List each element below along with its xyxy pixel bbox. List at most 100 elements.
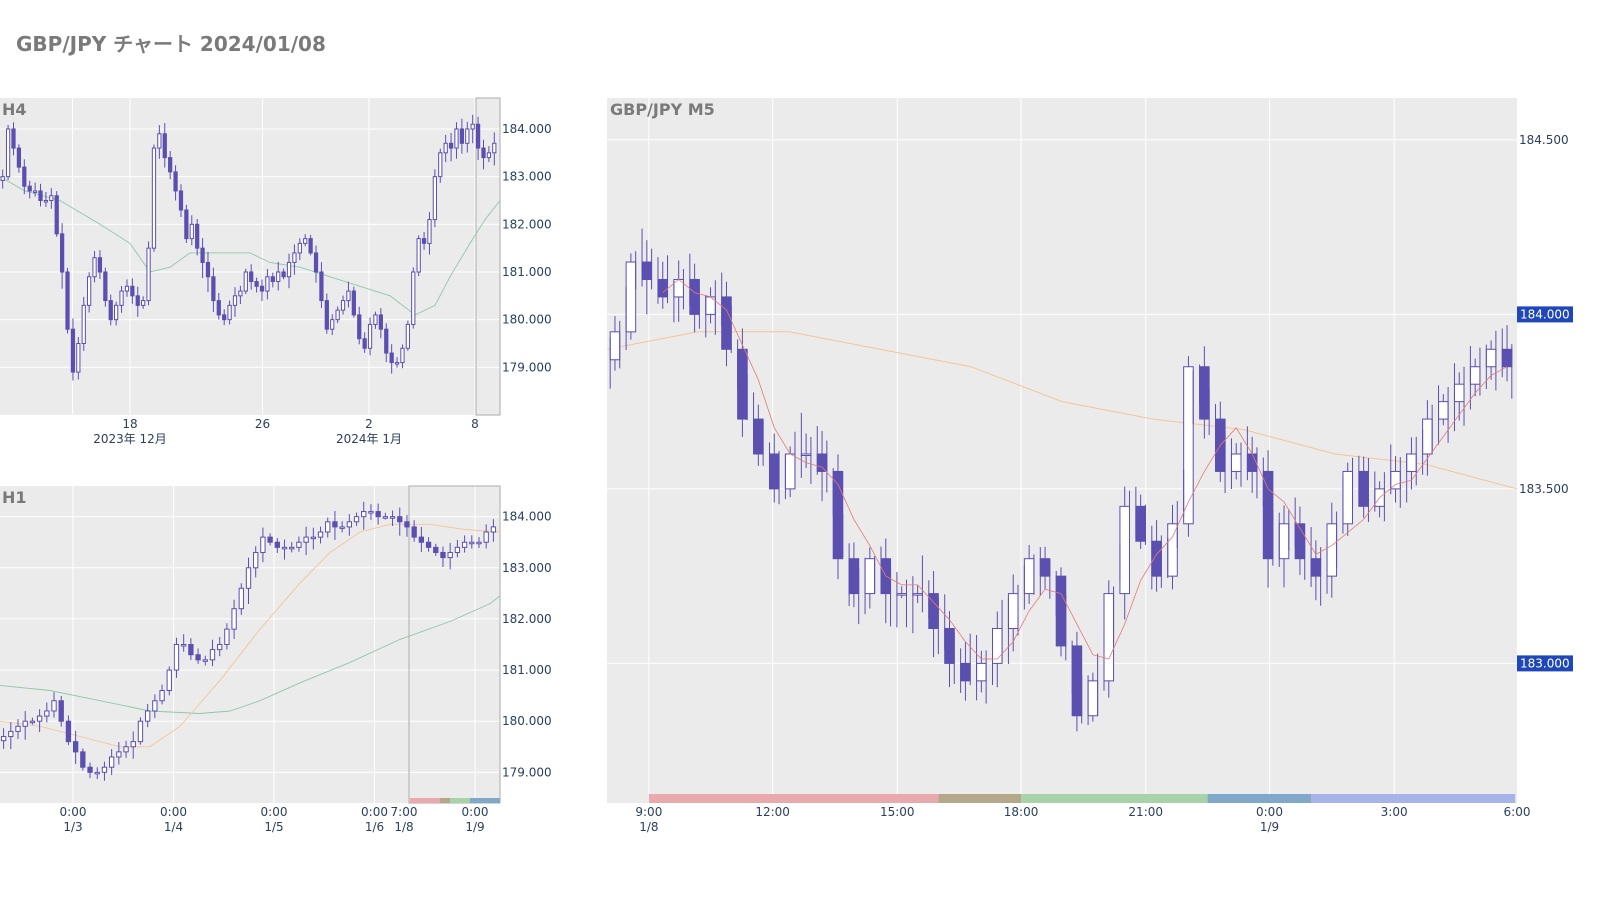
candle-body — [157, 133, 162, 149]
candle-body — [178, 190, 184, 211]
x-tick-sublabel: 1/8 — [639, 820, 658, 834]
candle-body — [1071, 645, 1083, 717]
x-tick-label: 2 — [365, 417, 373, 431]
candle — [65, 267, 70, 334]
candle-body — [1087, 680, 1099, 717]
candle-body — [476, 541, 482, 545]
candle-body — [297, 242, 302, 254]
candle-body — [123, 746, 129, 753]
candle — [465, 121, 470, 153]
candle — [411, 267, 416, 329]
candle — [135, 286, 140, 317]
candle — [432, 169, 437, 228]
candle-body — [188, 644, 194, 656]
candle-body — [108, 300, 113, 321]
candle — [5, 124, 11, 181]
candle — [896, 571, 907, 628]
candle — [81, 296, 86, 351]
candle-body — [27, 185, 32, 192]
candle-body — [1167, 523, 1178, 577]
candle-body — [274, 541, 280, 548]
candle — [254, 277, 259, 293]
panel-title: H4 — [2, 100, 27, 119]
candle-body — [641, 261, 653, 280]
candle — [249, 264, 254, 290]
x-tick-sublabel: 1/9 — [1260, 820, 1279, 834]
candle-body — [159, 690, 165, 702]
candle-body — [1501, 348, 1513, 368]
candle — [29, 717, 36, 725]
candle — [1071, 631, 1083, 732]
candle-body — [1453, 383, 1465, 403]
candle — [1326, 502, 1338, 598]
candle — [609, 316, 621, 389]
candle — [114, 301, 119, 326]
candle-body — [249, 271, 254, 283]
candle — [492, 132, 497, 166]
candle-body — [205, 261, 211, 278]
candle — [319, 262, 324, 308]
candle — [15, 719, 21, 739]
candle — [231, 599, 237, 639]
session-band-segment — [440, 798, 450, 803]
x-tick-sublabel: 2024年 1月 — [336, 432, 402, 446]
candle — [308, 234, 313, 256]
moving-average-line — [0, 595, 501, 714]
candle-body — [368, 511, 374, 514]
candle-body — [339, 526, 345, 529]
x-tick-sublabel: 1/3 — [63, 820, 82, 834]
candle-body — [427, 219, 432, 244]
candle-body — [151, 147, 157, 249]
candle-body — [721, 296, 732, 350]
candle-body — [483, 531, 489, 543]
candle-body — [36, 715, 43, 722]
candle — [459, 118, 465, 154]
candle — [1310, 527, 1322, 606]
session-band-segment — [1207, 794, 1312, 803]
panel-title: GBP/JPY M5 — [610, 100, 715, 119]
candle — [1246, 426, 1258, 499]
candle-body — [232, 295, 238, 306]
moving-average-line — [606, 331, 1518, 490]
candle — [22, 711, 28, 740]
candle — [382, 512, 389, 520]
candle-body — [200, 247, 205, 263]
candle — [427, 212, 432, 255]
candle-body — [332, 521, 338, 528]
candle-body — [1406, 453, 1417, 472]
candle — [178, 184, 184, 218]
y-tick-label: 179.000 — [502, 765, 552, 779]
candle — [116, 742, 122, 765]
candle — [404, 515, 410, 537]
candle-body — [1023, 558, 1035, 595]
price-badge-label: 184.000 — [1520, 307, 1570, 321]
candle — [454, 539, 461, 558]
candle-body — [960, 662, 971, 682]
candle — [1294, 497, 1306, 580]
candle-body — [81, 304, 86, 344]
y-tick-label: 179.000 — [502, 360, 552, 374]
candle — [310, 527, 316, 550]
candle — [475, 116, 481, 160]
candle — [123, 740, 129, 758]
candle — [245, 557, 252, 605]
candle — [368, 504, 374, 520]
candle-body — [800, 453, 812, 456]
candle — [209, 639, 216, 667]
candle — [36, 709, 43, 733]
candle-body — [0, 736, 7, 742]
candle — [137, 717, 144, 745]
candle — [440, 546, 446, 567]
candle-body — [22, 720, 28, 727]
candle-body — [816, 453, 828, 472]
candle — [253, 546, 259, 578]
candle-body — [292, 252, 297, 263]
candle — [1055, 567, 1067, 661]
candle — [443, 134, 448, 163]
candle — [0, 728, 7, 749]
candle-body — [281, 546, 288, 550]
candle — [332, 510, 338, 540]
candle — [389, 510, 396, 527]
candle-body — [1135, 505, 1146, 542]
candle — [339, 521, 345, 533]
